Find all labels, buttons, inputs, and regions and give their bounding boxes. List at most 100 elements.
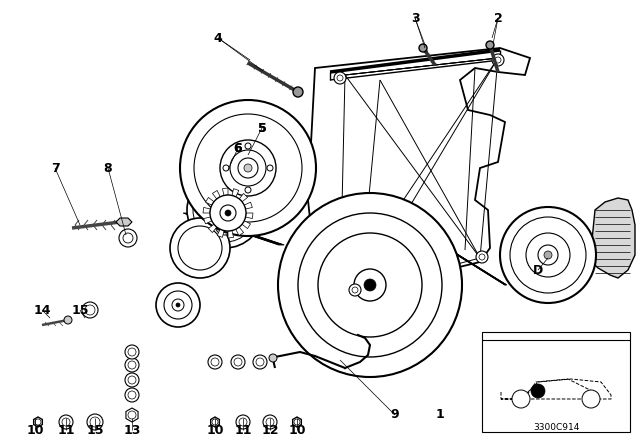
- Circle shape: [256, 358, 264, 366]
- Circle shape: [230, 150, 266, 186]
- Text: 10: 10: [288, 423, 306, 436]
- Circle shape: [349, 284, 361, 296]
- Text: 13: 13: [124, 423, 141, 436]
- Circle shape: [82, 302, 98, 318]
- Polygon shape: [116, 218, 132, 226]
- Circle shape: [231, 355, 245, 369]
- Text: 7: 7: [51, 161, 60, 175]
- Polygon shape: [592, 198, 635, 278]
- Text: 6: 6: [234, 142, 243, 155]
- Circle shape: [510, 217, 586, 293]
- Polygon shape: [205, 198, 214, 205]
- Polygon shape: [239, 194, 248, 202]
- Circle shape: [220, 140, 276, 196]
- Circle shape: [220, 205, 236, 221]
- Circle shape: [236, 415, 250, 429]
- Circle shape: [123, 233, 133, 243]
- Circle shape: [215, 190, 235, 210]
- Circle shape: [269, 354, 277, 362]
- Text: 15: 15: [86, 423, 104, 436]
- Circle shape: [238, 158, 258, 178]
- Circle shape: [234, 358, 242, 366]
- Circle shape: [354, 269, 386, 301]
- Circle shape: [215, 215, 235, 235]
- Circle shape: [212, 419, 218, 425]
- Circle shape: [194, 114, 302, 222]
- Circle shape: [278, 193, 462, 377]
- Circle shape: [125, 373, 139, 387]
- Polygon shape: [34, 417, 42, 427]
- Circle shape: [334, 72, 346, 84]
- Circle shape: [298, 213, 442, 357]
- Text: 11: 11: [234, 423, 252, 436]
- Circle shape: [225, 210, 231, 216]
- Bar: [482, 332, 630, 432]
- Circle shape: [531, 384, 545, 398]
- Text: 8: 8: [104, 161, 112, 175]
- Circle shape: [128, 348, 136, 356]
- Circle shape: [337, 75, 343, 81]
- Circle shape: [582, 390, 600, 408]
- Text: 9: 9: [390, 409, 399, 422]
- Polygon shape: [242, 221, 250, 228]
- Text: 15: 15: [71, 303, 89, 316]
- Polygon shape: [217, 229, 224, 237]
- Circle shape: [128, 391, 136, 399]
- Polygon shape: [292, 417, 301, 427]
- Text: 11: 11: [57, 423, 75, 436]
- Polygon shape: [223, 188, 228, 195]
- Circle shape: [85, 305, 95, 315]
- Circle shape: [187, 172, 263, 248]
- Polygon shape: [215, 200, 235, 225]
- Circle shape: [245, 187, 251, 193]
- Polygon shape: [246, 213, 253, 219]
- Text: 10: 10: [26, 423, 44, 436]
- Text: 1: 1: [436, 409, 444, 422]
- Text: 12: 12: [261, 423, 279, 436]
- Circle shape: [526, 233, 570, 277]
- Circle shape: [128, 376, 136, 384]
- Circle shape: [512, 390, 530, 408]
- Circle shape: [62, 418, 70, 426]
- Circle shape: [253, 355, 267, 369]
- Circle shape: [128, 361, 136, 369]
- Circle shape: [180, 100, 316, 236]
- Circle shape: [263, 415, 277, 429]
- Circle shape: [125, 345, 139, 359]
- Circle shape: [419, 44, 427, 52]
- Circle shape: [245, 143, 251, 149]
- Circle shape: [164, 291, 192, 319]
- Circle shape: [544, 251, 552, 259]
- Text: 5: 5: [258, 121, 266, 134]
- Polygon shape: [204, 217, 212, 224]
- Polygon shape: [203, 207, 211, 213]
- Text: 3300C914: 3300C914: [533, 422, 579, 431]
- Text: 5: 5: [258, 121, 266, 134]
- Circle shape: [318, 233, 422, 337]
- Polygon shape: [236, 227, 244, 236]
- Circle shape: [352, 287, 358, 293]
- Circle shape: [87, 414, 103, 430]
- Circle shape: [64, 316, 72, 324]
- Circle shape: [193, 178, 257, 242]
- Circle shape: [211, 358, 219, 366]
- Circle shape: [267, 165, 273, 171]
- Text: D: D: [533, 263, 543, 276]
- Polygon shape: [211, 417, 220, 427]
- Circle shape: [364, 279, 376, 291]
- Text: 3: 3: [411, 12, 419, 25]
- Text: 4: 4: [214, 31, 222, 44]
- Circle shape: [538, 245, 558, 265]
- Circle shape: [178, 226, 222, 270]
- Circle shape: [119, 229, 137, 247]
- Text: 10: 10: [206, 423, 224, 436]
- Circle shape: [479, 254, 485, 260]
- Text: 14: 14: [33, 303, 51, 316]
- Polygon shape: [244, 202, 252, 209]
- Circle shape: [293, 87, 303, 97]
- Polygon shape: [212, 190, 220, 199]
- Circle shape: [156, 283, 200, 327]
- Circle shape: [476, 251, 488, 263]
- Circle shape: [495, 57, 501, 63]
- Circle shape: [208, 355, 222, 369]
